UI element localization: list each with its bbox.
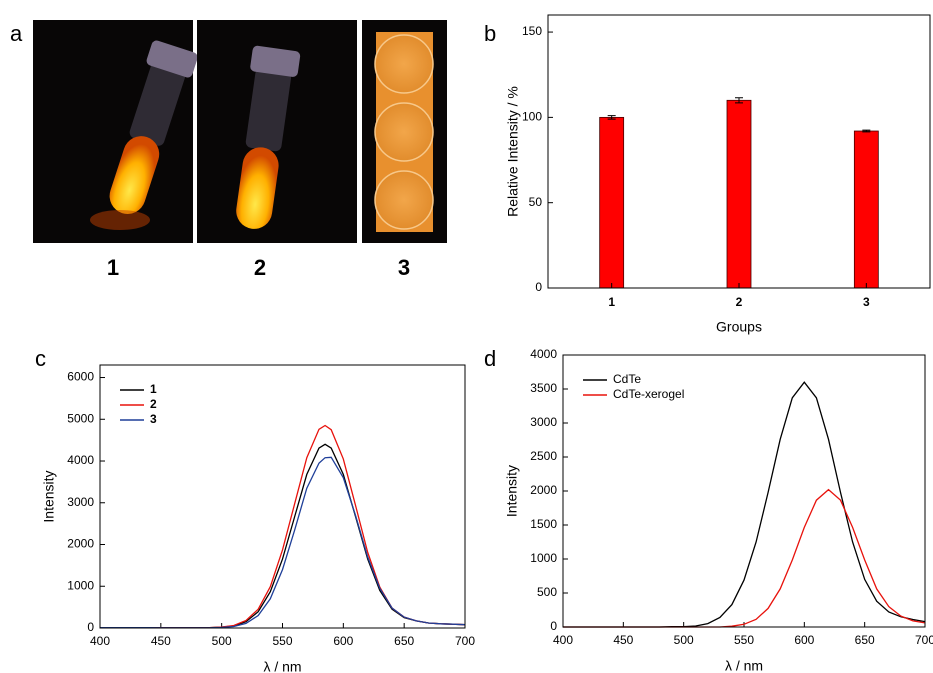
x-tick-label: 450: [613, 633, 633, 647]
photo-caption: 3: [398, 255, 410, 280]
x-axis-label: Groups: [716, 319, 762, 335]
x-tick-label: 500: [212, 634, 232, 648]
x-tick-label: 450: [151, 634, 171, 648]
x-axis-label: λ / nm: [263, 659, 301, 673]
legend-label: 1: [150, 382, 157, 396]
y-axis-label: Relative Intensity / %: [505, 86, 521, 217]
photo-panel: a 1 2 3: [10, 20, 447, 280]
bar: [599, 116, 625, 289]
y-tick-label: 500: [537, 585, 557, 599]
panel-label: b: [484, 21, 496, 46]
error-bar: [607, 115, 616, 120]
panel-label: a: [10, 21, 23, 46]
legend-label: 2: [150, 397, 157, 411]
y-tick-label: 3000: [530, 415, 557, 429]
line: [563, 381, 926, 628]
y-tick-label: 1500: [530, 517, 557, 531]
panel-label: c: [35, 346, 46, 371]
x-tick-label: 650: [394, 634, 414, 648]
x-tick-label: 550: [272, 634, 292, 648]
x-tick-label: 400: [90, 634, 110, 648]
y-tick-label: 1000: [530, 551, 557, 565]
bar: [853, 130, 879, 289]
legend-label: CdTe: [613, 372, 641, 386]
y-tick-label: 3500: [530, 381, 557, 395]
x-tick-label: 700: [455, 634, 475, 648]
photo-caption: 2: [254, 255, 266, 280]
photo-caption: 1: [107, 255, 119, 280]
legend-label: 3: [150, 412, 157, 426]
plot-frame: [99, 364, 466, 629]
y-tick-label: 50: [529, 195, 543, 209]
y-tick-label: 100: [522, 110, 542, 124]
tube-2: [236, 45, 301, 229]
x-tick-label: 1: [608, 295, 615, 309]
line: [100, 424, 466, 629]
y-tick-label: 1000: [67, 578, 94, 592]
x-tick-label: 600: [794, 633, 814, 647]
x-tick-label: 700: [915, 633, 933, 647]
error-bar: [862, 129, 871, 133]
y-tick-label: 0: [535, 280, 542, 294]
y-tick-label: 150: [522, 24, 542, 38]
y-tick-label: 3000: [67, 495, 94, 509]
panel-label: d: [484, 346, 496, 371]
x-tick-label: 400: [553, 633, 573, 647]
x-tick-label: 3: [863, 295, 870, 309]
y-tick-label: 6000: [67, 370, 94, 384]
x-tick-label: 2: [736, 295, 743, 309]
y-tick-label: 2000: [530, 483, 557, 497]
plot-frame: [547, 14, 931, 289]
x-tick-label: 500: [674, 633, 694, 647]
y-tick-label: 4000: [530, 347, 557, 361]
y-tick-label: 2000: [67, 537, 94, 551]
y-tick-label: 0: [550, 619, 557, 633]
y-axis-label: Intensity: [41, 470, 57, 522]
legend-label: CdTe-xerogel: [613, 387, 684, 401]
bar: [726, 99, 752, 289]
line: [100, 443, 466, 629]
plot-frame: [562, 354, 926, 628]
y-tick-label: 4000: [67, 453, 94, 467]
x-tick-label: 650: [855, 633, 875, 647]
tube-1: [109, 40, 198, 214]
y-tick-label: 0: [87, 620, 94, 634]
x-tick-label: 600: [333, 634, 353, 648]
line: [100, 456, 466, 629]
y-tick-label: 5000: [67, 411, 94, 425]
x-tick-label: 550: [734, 633, 754, 647]
error-bar: [735, 97, 743, 104]
y-axis-label: Intensity: [504, 465, 520, 517]
y-tick-label: 2500: [530, 449, 557, 463]
line: [563, 488, 926, 628]
x-axis-label: λ / nm: [725, 658, 763, 673]
